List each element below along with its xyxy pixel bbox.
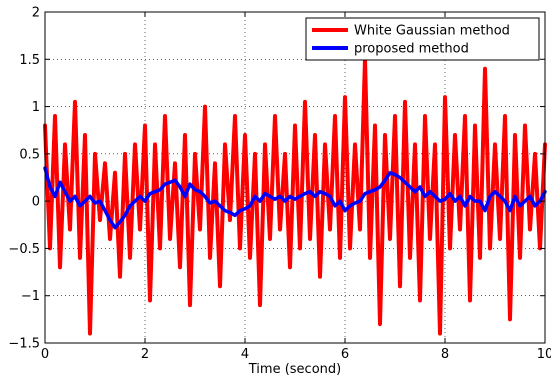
legend-label: White Gaussian method	[354, 24, 510, 39]
x-tick-label: 8	[441, 347, 449, 362]
y-tick-label: 0.5	[19, 147, 40, 162]
series-line-white-gaussian	[43, 57, 547, 336]
x-tick-label: 2	[141, 347, 149, 362]
y-tick-label: −0.5	[8, 242, 40, 257]
x-tick-label: 10	[537, 347, 551, 362]
x-tick-label: 0	[41, 347, 49, 362]
y-tick-label: 0	[32, 195, 40, 210]
y-tick-label: 1.5	[19, 53, 40, 68]
plot-frame	[44, 11, 546, 344]
y-tick-label: −1	[21, 289, 40, 304]
y-tick-label: −1.5	[8, 337, 40, 352]
series-layer	[43, 57, 547, 336]
legend-box	[305, 17, 540, 61]
legend-label: proposed method	[354, 42, 469, 57]
x-tick-label: 4	[241, 347, 249, 362]
series-line-proposed	[43, 166, 547, 230]
x-tick-label: 6	[341, 347, 349, 362]
x-axis-label: Time (second)	[248, 362, 341, 377]
y-tick-label: 2	[32, 6, 40, 21]
y-tick-label: 1	[32, 100, 40, 115]
tick-labels: 0 2 4 6 8 10 −1.5 −1 −0.5 0 0.5 1 1.5 2	[8, 6, 551, 363]
tick-marks	[44, 11, 546, 344]
legend: White Gaussian method proposed method	[305, 17, 540, 61]
